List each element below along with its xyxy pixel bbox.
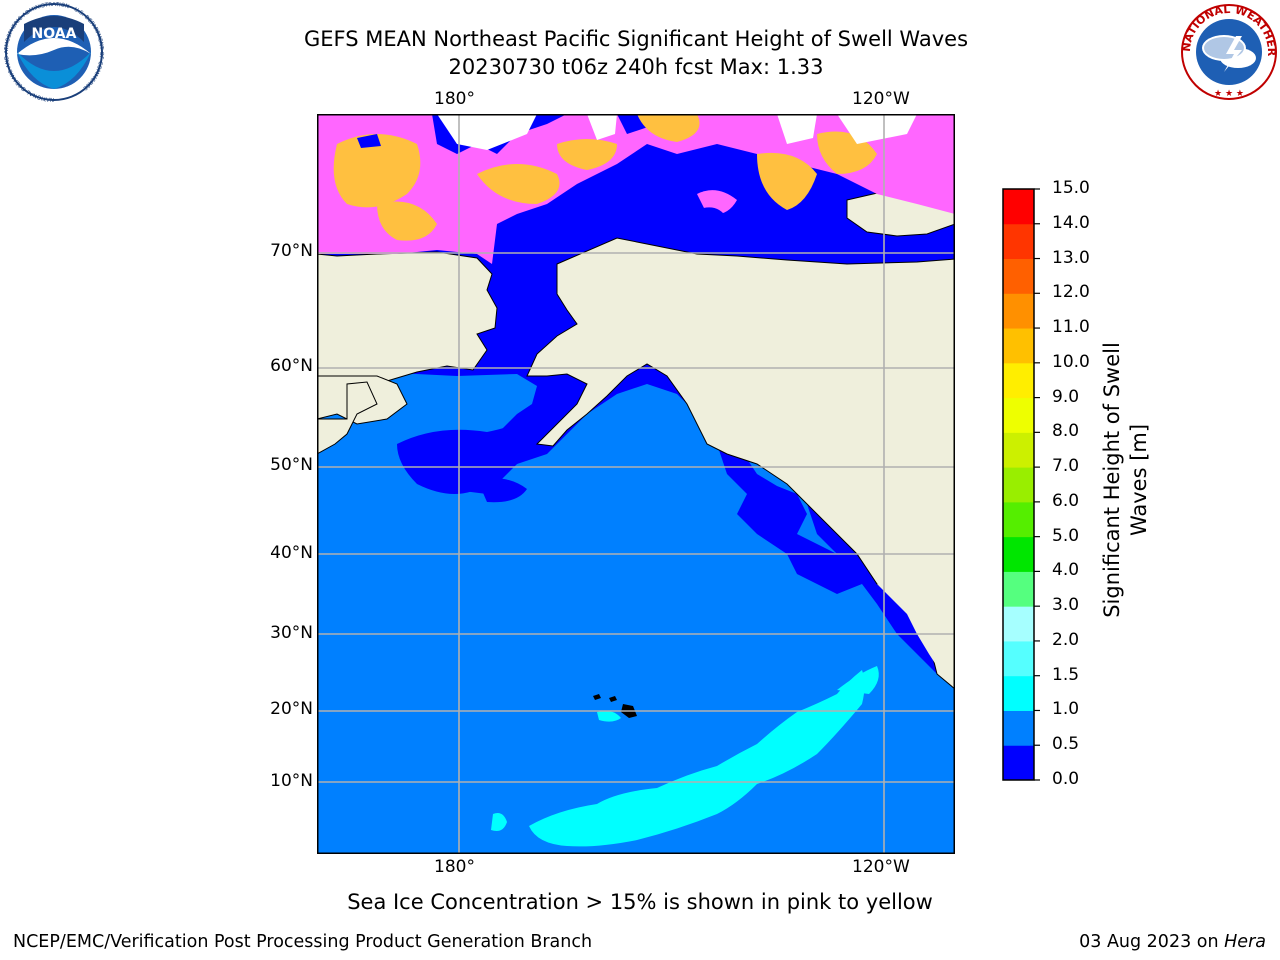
noaa-logo: NOAA NATIONAL OCEANIC AND ATMOSPHERIC AD…	[4, 2, 104, 102]
lat-tick-60n: 60°N	[270, 356, 313, 376]
lat-tick-20n: 20°N	[270, 699, 313, 719]
colorbar-block	[1003, 328, 1034, 364]
colorbar-tick-label: 14.0	[1052, 212, 1090, 233]
noaa-logo-text: NOAA	[32, 26, 77, 42]
colorbar-block	[1003, 362, 1034, 399]
lat-tick-70n: 70°N	[270, 241, 313, 261]
colorbar-label-line-1: Significant Height of Swell	[1100, 342, 1124, 618]
colorbar-block	[1003, 745, 1034, 781]
colorbar-tick-label: 2.0	[1052, 629, 1080, 650]
footer-right: 03 Aug 2023 on Hera	[1079, 932, 1266, 952]
colorbar-tick-label: 8.0	[1052, 421, 1080, 442]
colorbar-block	[1003, 710, 1034, 746]
colorbar-label: Significant Height of Swell Waves [m]	[1100, 342, 1151, 618]
colorbar-tick-label: 15.0	[1052, 178, 1090, 198]
colorbar-tick-label: 1.0	[1052, 699, 1080, 720]
map-frame	[317, 114, 955, 854]
colorbar-block	[1003, 606, 1034, 642]
colorbar-block	[1003, 189, 1034, 225]
colorbar	[1002, 188, 1040, 781]
lat-tick-50n: 50°N	[270, 455, 313, 475]
footer-left: NCEP/EMC/Verification Post Processing Pr…	[13, 932, 593, 952]
colorbar-block	[1003, 293, 1034, 329]
lon-tick-bottom-180: 180°	[434, 857, 475, 877]
footer-host: Hera	[1224, 932, 1266, 952]
lon-tick-top-180: 180°	[434, 89, 475, 109]
nws-logo: NATIONAL WEATHER SERVICE ★ ★ ★	[1178, 2, 1278, 100]
colorbar-tick-label: 13.0	[1052, 247, 1090, 268]
lat-tick-40n: 40°N	[270, 543, 313, 563]
colorbar-tick-label: 5.0	[1052, 525, 1080, 546]
colorbar-block	[1003, 536, 1034, 572]
sea-ice-pink	[318, 115, 954, 264]
lat-tick-10n: 10°N	[270, 771, 313, 791]
sea-ice-caption: Sea Ice Concentration > 15% is shown in …	[347, 890, 933, 914]
colorbar-block	[1003, 675, 1034, 711]
svg-text:★ ★ ★: ★ ★ ★	[1214, 89, 1244, 99]
colorbar-tick-label: 12.0	[1052, 282, 1090, 303]
map-gridlines	[318, 115, 954, 853]
colorbar-block	[1003, 258, 1034, 294]
title-line-1: GEFS MEAN Northeast Pacific Significant …	[303, 27, 969, 51]
lat-tick-30n: 30°N	[270, 623, 313, 643]
ocean-1-0-to-1-5	[529, 670, 865, 847]
colorbar-block	[1003, 397, 1034, 433]
colorbar-tick-label: 0.5	[1052, 734, 1080, 755]
colorbar-tick-label: 11.0	[1052, 317, 1090, 338]
colorbar-block	[1003, 223, 1034, 260]
colorbar-tick-label: 3.0	[1052, 595, 1080, 616]
colorbar-tick-label: 7.0	[1052, 456, 1080, 477]
land-north-america	[526, 237, 954, 689]
colorbar-tick-label: 9.0	[1052, 386, 1080, 407]
land-asia	[318, 251, 498, 385]
colorbar-tick-label: 0.0	[1052, 769, 1080, 789]
lon-tick-top-120w: 120°W	[852, 89, 910, 109]
title-line-2: 20230730 t06z 240h fcst Max: 1.33	[448, 55, 824, 79]
colorbar-label-line-2: Waves [m]	[1127, 424, 1151, 536]
swell-height-map	[317, 114, 955, 854]
footer-date: 03 Aug 2023 on	[1079, 932, 1225, 952]
colorbar-tick-label: 10.0	[1052, 351, 1090, 372]
colorbar-block	[1003, 467, 1034, 503]
colorbar-tick-label: 4.0	[1052, 560, 1080, 581]
colorbar-block	[1003, 571, 1034, 607]
colorbar-tick-label: 6.0	[1052, 490, 1080, 511]
lon-tick-bottom-120w: 120°W	[852, 857, 910, 877]
colorbar-block	[1003, 501, 1034, 538]
colorbar-block	[1003, 640, 1034, 677]
sea-ice-orange	[333, 134, 421, 208]
colorbar-tick-label: 1.5	[1052, 664, 1080, 685]
colorbar-block	[1003, 432, 1034, 468]
